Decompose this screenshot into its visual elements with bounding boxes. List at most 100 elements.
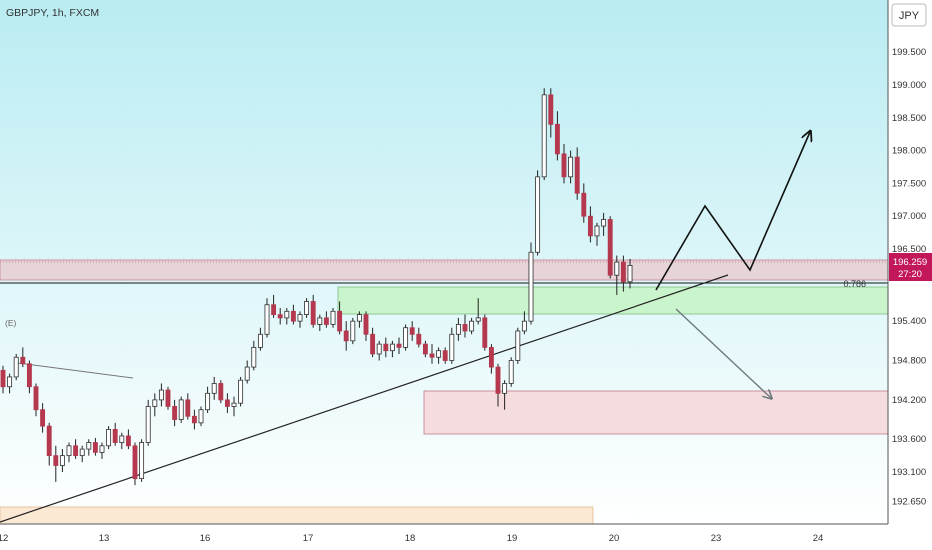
x-axis-panel xyxy=(0,524,888,550)
y-tick-label: 193.600 xyxy=(892,434,926,445)
candle-up xyxy=(211,383,217,394)
x-tick-label: 23 xyxy=(711,533,722,544)
candle-down xyxy=(370,333,376,355)
y-tick-label: 194.200 xyxy=(892,395,926,406)
candle-down xyxy=(587,215,593,237)
candle-down xyxy=(607,219,613,276)
x-axis-ticks: 12 13 16 17 18 19 20 23 24 xyxy=(0,533,823,544)
support-zone xyxy=(337,286,889,315)
candle-down xyxy=(33,386,39,411)
candle-up xyxy=(66,445,72,457)
candle-up xyxy=(152,399,158,407)
trend-line xyxy=(0,274,729,523)
candle-up xyxy=(568,156,574,178)
y-tick-label: 198.000 xyxy=(892,146,926,157)
x-tick-label: 24 xyxy=(813,533,824,544)
currency-label: JPY xyxy=(899,10,920,22)
candle-up xyxy=(350,320,356,342)
y-tick-label: 195.400 xyxy=(892,316,926,327)
candle-up xyxy=(119,435,125,443)
candle-down xyxy=(495,366,501,394)
candle-up xyxy=(284,310,290,319)
candle-up xyxy=(251,346,257,368)
candle-up xyxy=(231,402,237,407)
x-tick-label: 20 xyxy=(609,533,620,544)
candle-up xyxy=(257,333,263,348)
candle-up xyxy=(594,225,600,237)
candle-down xyxy=(422,343,428,355)
y-tick-label: 199.000 xyxy=(892,80,926,91)
candle-down xyxy=(290,310,296,322)
candle-down xyxy=(554,123,560,155)
countdown-label: 27:20 xyxy=(898,269,922,280)
candle-down xyxy=(548,94,554,125)
candle-down xyxy=(112,428,118,443)
candle-down xyxy=(185,399,191,417)
candle-down xyxy=(165,389,171,407)
candle-down xyxy=(40,409,46,427)
candle-down xyxy=(383,343,389,352)
resistance-zone xyxy=(0,259,889,281)
candle-up xyxy=(99,445,105,453)
candle-down xyxy=(323,317,329,325)
candle-up xyxy=(145,406,151,443)
candle-down xyxy=(429,353,435,358)
y-tick-label: 192.650 xyxy=(892,497,926,508)
candle-up xyxy=(158,389,164,401)
y-tick-label: 198.500 xyxy=(892,113,926,124)
currency-box[interactable] xyxy=(891,3,927,27)
candle-down xyxy=(442,350,448,361)
candle-down xyxy=(132,445,138,479)
lower-demand-zone xyxy=(423,390,889,435)
axis-corner xyxy=(888,524,932,550)
candle-down xyxy=(26,363,32,388)
candle-down xyxy=(488,346,494,368)
candle-up xyxy=(59,455,65,466)
y-tick-label: 193.100 xyxy=(892,467,926,478)
candle-up xyxy=(264,304,270,335)
candle-up xyxy=(317,317,323,325)
y-axis-ticks: 199.500 199.000 198.500 198.000 197.500 197.0… xyxy=(892,47,926,507)
candle-down xyxy=(0,369,6,388)
last-price-label: 196.259 xyxy=(893,257,927,268)
candle-up xyxy=(198,409,204,424)
candle-up xyxy=(389,343,395,352)
earnings-marker: (E) xyxy=(5,318,17,328)
candle-down xyxy=(218,383,224,401)
candle-down xyxy=(482,317,488,348)
candle-down xyxy=(46,425,52,457)
y-tick-label: 199.500 xyxy=(892,47,926,58)
descending-line xyxy=(17,362,134,379)
x-tick-label: 19 xyxy=(507,533,518,544)
candle-up xyxy=(475,317,481,322)
candle-up xyxy=(541,94,547,178)
candle-up xyxy=(449,333,455,361)
candle-up xyxy=(7,376,13,388)
x-tick-label: 13 xyxy=(99,533,110,544)
candle-down xyxy=(53,455,59,466)
candle-up xyxy=(139,442,145,479)
candle-down xyxy=(581,192,587,217)
bullish-projection xyxy=(655,132,810,291)
candle-down xyxy=(574,156,580,194)
candles xyxy=(0,88,633,486)
candle-down xyxy=(20,356,26,365)
candle-down xyxy=(310,301,316,325)
fib-label: 0.786 xyxy=(843,279,866,289)
candle-up xyxy=(502,383,508,394)
bottom-zone xyxy=(0,506,594,525)
candle-up xyxy=(515,330,521,361)
candle-up xyxy=(178,399,184,420)
candle-down xyxy=(416,333,422,345)
candle-up xyxy=(508,360,514,384)
candle-up xyxy=(601,219,607,227)
candle-down xyxy=(191,415,197,424)
candle-down xyxy=(363,314,369,335)
candle-up xyxy=(205,392,211,411)
candle-down xyxy=(92,442,98,453)
candle-down xyxy=(271,304,277,316)
x-tick-label: 16 xyxy=(200,533,211,544)
candle-up xyxy=(627,264,633,283)
